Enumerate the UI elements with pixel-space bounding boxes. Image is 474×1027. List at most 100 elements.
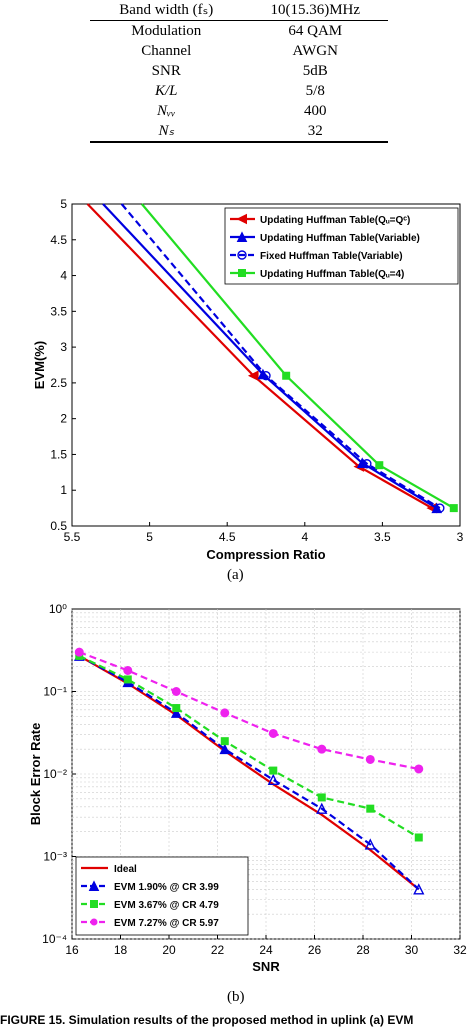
caption-a: (a)	[227, 567, 244, 583]
series-line	[102, 203, 438, 510]
x-tick-label: 24	[259, 943, 273, 957]
y-tick-label: 3	[60, 340, 67, 354]
param-name: SNR	[151, 63, 181, 79]
y-tick-label: 4	[60, 269, 67, 283]
x-tick-label: 3.5	[374, 530, 391, 544]
evm-vs-compression-chart: 5.5 5 4.5 4 3.5 3 0.5 1 1.5 2 2.5 3 3.5 4 4.5 5 Compress…	[32, 197, 464, 562]
param-name: Nᵥᵥ	[157, 103, 176, 119]
param-value: 5dB	[302, 63, 328, 79]
y-tick-label: 3.5	[50, 304, 67, 318]
data-point	[365, 754, 375, 764]
data-point	[247, 370, 259, 382]
data-point	[268, 728, 278, 738]
legend-marker	[236, 231, 248, 242]
legend-label: EVM 7.27% @ CR 5.97	[114, 918, 219, 929]
series-line	[86, 203, 433, 510]
series-line	[78, 654, 420, 839]
legend-box	[224, 207, 459, 285]
param-value: 32	[242, 121, 388, 143]
series-line	[78, 651, 419, 771]
figure-caption: FIGURE 15. Simulation results of the pro…	[0, 1013, 414, 1027]
legend-marker	[90, 918, 98, 926]
y-tick-label: 1	[60, 483, 67, 497]
param-value: 5/8	[305, 83, 325, 99]
table-row: Modulation 64 QAM	[90, 21, 388, 42]
x-tick-label: 32	[453, 943, 467, 957]
data-point	[267, 773, 279, 786]
x-tick-label: 30	[405, 943, 419, 957]
y-tick-label: 2.5	[50, 376, 67, 390]
x-tick-label: 16	[65, 943, 79, 957]
data-point	[219, 743, 231, 755]
data-point	[364, 838, 376, 850]
param-value: AWGN	[292, 43, 338, 59]
x-tick-label: 20	[162, 943, 176, 957]
x-axis-label: SNR	[252, 959, 280, 974]
x-tick-label: 18	[114, 943, 128, 957]
param-value: 64 QAM	[288, 23, 343, 39]
param-name: Band width (fₛ)	[90, 0, 243, 21]
legend-label: Updating Huffman Table(Qᵤ=Qᶜ)	[260, 215, 410, 226]
x-tick-label: 5	[146, 530, 153, 544]
legend-label: Updating Huffman Table(Variable)	[260, 233, 420, 244]
series-line	[78, 654, 420, 891]
x-tick-label: 28	[356, 943, 370, 957]
data-point	[449, 504, 458, 513]
series-line	[78, 654, 420, 891]
param-name: Nₛ	[90, 121, 243, 143]
data-point	[170, 707, 182, 718]
y-tick-label: 1.5	[50, 447, 67, 461]
y-axis-label: EVM(%)	[32, 341, 47, 389]
data-point	[171, 687, 181, 696]
legend-label: Ideal	[114, 864, 137, 875]
data-point	[220, 737, 229, 746]
legend-marker	[238, 269, 246, 277]
y-tick-label: 10⁻³	[43, 850, 67, 864]
x-tick-label: 3	[457, 530, 464, 544]
data-point	[317, 793, 326, 802]
x-tick-label: 4	[301, 530, 308, 544]
legend-marker	[90, 900, 98, 908]
data-point	[366, 804, 375, 813]
y-tick-label: 10⁰	[49, 602, 67, 616]
legend-marker	[237, 250, 247, 260]
x-tick-label: 5.5	[64, 530, 81, 544]
y-tick-label: 0.5	[50, 519, 67, 533]
data-point	[220, 708, 230, 718]
y-tick-label: 10⁻²	[43, 767, 67, 781]
legend-label: EVM 3.67% @ CR 4.79	[114, 900, 219, 911]
data-point	[413, 883, 425, 895]
data-point	[261, 371, 271, 381]
series-line	[120, 203, 441, 510]
x-axis-label: Compression Ratio	[206, 547, 325, 562]
param-name: Channel	[141, 43, 192, 59]
param-name: K/L	[155, 83, 178, 99]
table-row: Channel AWGN	[90, 41, 388, 61]
y-tick-label: 10⁻¹	[43, 685, 67, 699]
data-point	[317, 744, 327, 754]
data-point	[123, 665, 133, 675]
table-row: Nₛ 32	[90, 121, 388, 143]
y-tick-label: 10⁻⁴	[42, 932, 67, 946]
data-point	[316, 802, 328, 814]
x-tick-label: 26	[308, 943, 322, 957]
table-row: Band width (fₛ) 10(15.36)MHz	[90, 0, 388, 21]
caption-b: (b)	[227, 989, 245, 1005]
y-tick-label: 4.5	[50, 233, 67, 247]
param-value: 400	[304, 103, 327, 119]
data-point	[123, 675, 132, 684]
table-row: Nᵥᵥ 400	[90, 101, 388, 121]
data-point	[414, 833, 423, 842]
data-point	[362, 459, 372, 469]
legend-marker	[88, 880, 100, 891]
parameter-table: Band width (fₛ) 10(15.36)MHz Modulation 64 …	[90, 0, 388, 143]
y-tick-label: 5	[60, 197, 67, 211]
y-axis-label: Block Error Rate	[28, 723, 43, 826]
table-row: K/L 5/8	[90, 81, 388, 101]
data-point	[74, 647, 84, 657]
legend-label: EVM 1.90% @ CR 3.99	[114, 882, 219, 893]
y-tick-label: 2	[60, 412, 67, 426]
param-name: Modulation	[131, 23, 202, 39]
data-point	[172, 704, 181, 713]
bler-vs-snr-chart: 16 18 20 22 24 26 28 30 32 10⁰ 10⁻¹ 10⁻² 10⁻³ 10⁻⁴ SNR…	[28, 602, 467, 974]
